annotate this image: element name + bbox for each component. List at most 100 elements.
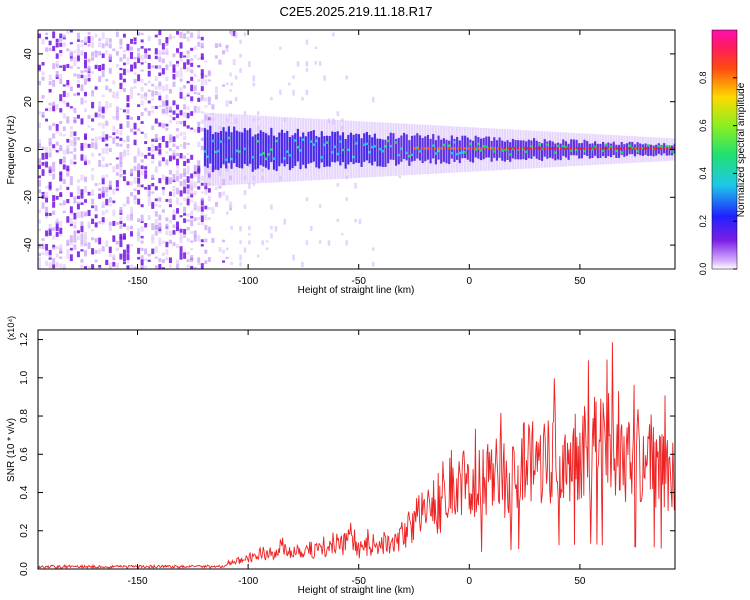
heatmap-cell (183, 160, 187, 167)
heatmap-cell (510, 147, 513, 150)
heatmap-cell (94, 205, 98, 212)
heatmap-cell (179, 144, 183, 148)
heatmap-cell (105, 138, 109, 142)
heatmap-cell (477, 142, 480, 146)
heatmap-cell (45, 36, 49, 40)
heatmap-cell (197, 172, 201, 180)
heatmap-cell (147, 100, 151, 104)
heatmap-cell (440, 147, 443, 150)
heatmap-cell (310, 140, 313, 143)
heatmap-cell (108, 43, 112, 49)
heatmap-cell (197, 97, 201, 102)
heatmap-cell (207, 206, 211, 210)
heatmap-cell (101, 164, 105, 168)
heatmap-cell (229, 30, 233, 34)
heatmap-cell (76, 92, 80, 96)
heatmap-cell (147, 80, 151, 84)
heatmap-cell (94, 112, 98, 118)
heatmap-cell (151, 248, 155, 255)
heatmap-cell (538, 142, 541, 146)
heatmap-cell (190, 193, 194, 198)
heatmap-cell (52, 31, 56, 39)
heatmap-cell (122, 249, 126, 256)
colorbar-label: Normalized spectral amplitude (736, 82, 747, 217)
heatmap-cell (84, 108, 88, 113)
heatmap-cell (647, 144, 650, 147)
heatmap-cell (349, 132, 353, 163)
heatmap-cell (197, 261, 201, 265)
heatmap-cell (59, 36, 63, 42)
heatmap-cell (69, 58, 73, 62)
heatmap-cell (115, 136, 119, 139)
heatmap-cell (225, 158, 228, 162)
heatmap-cell (206, 155, 209, 159)
heatmap-cell (172, 64, 176, 72)
heatmap-cell (115, 110, 119, 118)
heatmap-cell (84, 236, 88, 244)
heatmap-cell (463, 135, 467, 159)
heatmap-cell (119, 233, 123, 240)
heatmap-cell (229, 89, 233, 92)
heatmap-cell (193, 235, 197, 242)
heatmap-cell (232, 59, 236, 66)
heatmap-cell (200, 212, 204, 215)
heatmap-cell (368, 134, 371, 164)
heatmap-cell (91, 101, 95, 109)
heatmap-cell (147, 70, 151, 77)
heatmap-cell (186, 251, 190, 255)
heatmap-cell (190, 69, 194, 74)
heatmap-cell (302, 138, 305, 141)
heatmap-cell (84, 36, 88, 44)
heatmap-cell (564, 141, 568, 158)
heatmap-cell (87, 191, 91, 196)
heatmap-cell (66, 79, 70, 86)
heatmap-cell (292, 89, 295, 96)
heatmap-cell (73, 230, 77, 238)
heatmap-cell (211, 268, 215, 269)
heatmap-cell (140, 54, 144, 61)
heatmap-cell (234, 96, 238, 102)
heatmap-cell (105, 259, 109, 266)
heatmap-cell (176, 134, 180, 139)
heatmap-cell (69, 139, 73, 147)
heatmap-cell (204, 205, 208, 210)
heatmap-cell (569, 147, 572, 150)
heatmap-cell (186, 184, 190, 189)
heatmap-cell (80, 44, 84, 47)
heatmap-cell (294, 133, 297, 166)
heatmap-cell (137, 163, 141, 170)
heatmap-cell (183, 197, 187, 201)
heatmap-cell (190, 265, 194, 269)
heatmap-cell (101, 32, 105, 40)
heatmap-cell (310, 225, 313, 231)
heatmap-cell (660, 145, 663, 149)
heatmap-cell (158, 258, 162, 263)
heatmap-cell (76, 54, 80, 61)
heatmap-cell (59, 42, 63, 47)
heatmap-cell (130, 243, 134, 247)
heatmap-cell (66, 48, 70, 52)
heatmap-cell (179, 202, 183, 206)
heatmap-cell (147, 48, 151, 51)
heatmap-cell (657, 143, 660, 154)
snr-plot-frame (37, 329, 676, 570)
heatmap-cell (38, 33, 41, 39)
heatmap-cell (214, 43, 218, 49)
heatmap-cell (91, 205, 95, 209)
heatmap-cell (649, 147, 652, 150)
heatmap-cell (305, 197, 309, 202)
heatmap-cell (186, 158, 190, 164)
heatmap-cell (84, 78, 88, 85)
heatmap-cell (179, 31, 183, 39)
heatmap-cell (126, 149, 130, 152)
heatmap-cell (296, 61, 300, 67)
heatmap-cell (59, 74, 63, 79)
heatmap-cell (168, 257, 172, 264)
heatmap-cell (55, 188, 59, 192)
heatmap-cell (652, 147, 655, 150)
heatmap-cell (556, 144, 560, 148)
heatmap-cell (186, 66, 190, 72)
heatmap-cell (222, 127, 225, 165)
heatmap-cell (119, 152, 123, 159)
